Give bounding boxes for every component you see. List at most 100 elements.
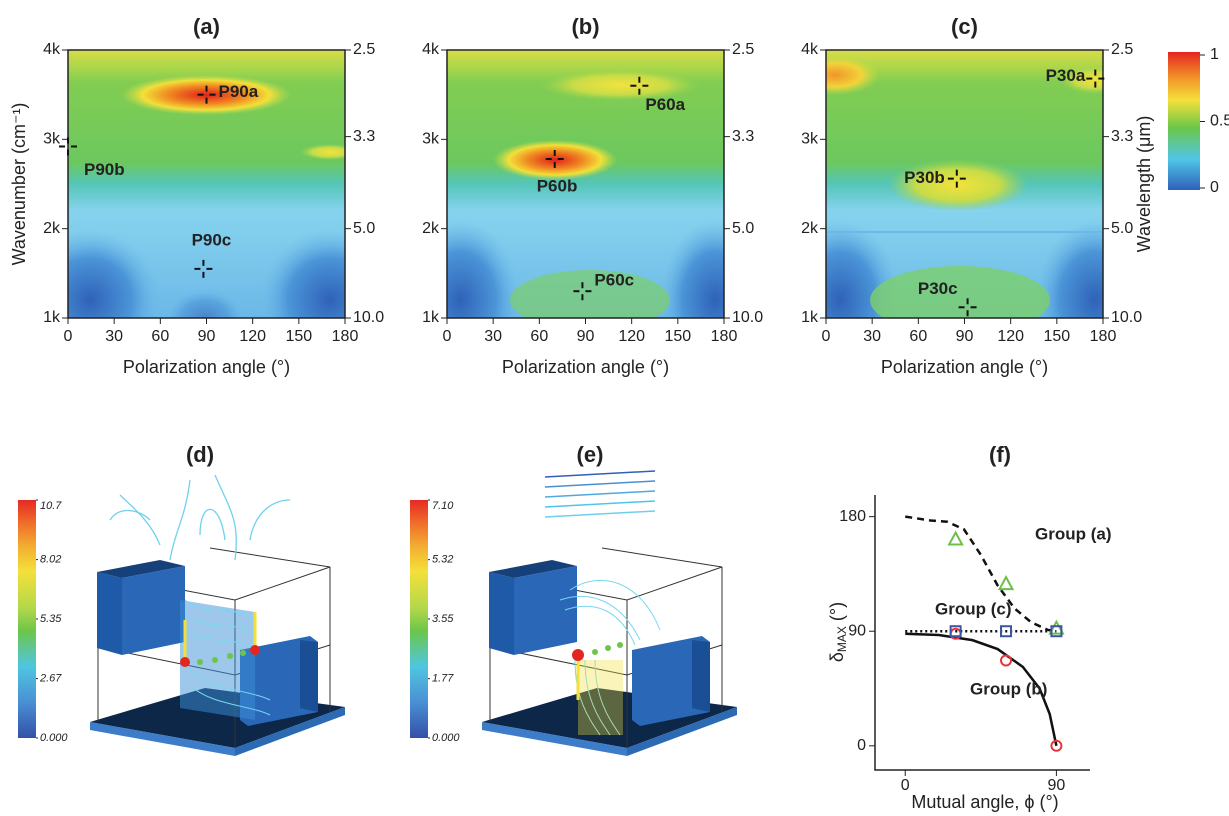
data-point	[1000, 625, 1013, 638]
y-tick-label: 3k	[801, 131, 819, 148]
point-label: P30c	[918, 279, 958, 298]
x-axis-label: Polarization angle (°)	[502, 357, 669, 377]
y2-tick-label: 10.0	[1111, 309, 1142, 326]
y2-tick-label: 3.3	[353, 128, 375, 145]
y2-axis-label: Wavelength (μm)	[1134, 116, 1154, 253]
point-label: P60c	[594, 271, 634, 290]
colorbar-label: 0	[1210, 179, 1219, 196]
marker-point	[59, 137, 77, 156]
y2-tick-label: 2.5	[732, 41, 754, 58]
x-tick-label: 150	[664, 328, 691, 345]
colorbar-label: 3.55	[432, 613, 454, 625]
panel-title: (a)	[193, 14, 220, 39]
y-tick-label: 0	[857, 737, 866, 754]
point-label: P60b	[537, 176, 578, 195]
y-label-symbol: δ	[827, 652, 847, 662]
y2-tick-label: 3.3	[1111, 128, 1133, 145]
data-point	[947, 530, 964, 546]
y2-tick-label: 5.0	[732, 220, 754, 237]
y-tick-label: 2k	[422, 220, 440, 237]
x-tick-label: 180	[332, 328, 359, 345]
point-label: P30b	[904, 168, 945, 187]
marker-point	[197, 85, 216, 104]
point-label: P90b	[84, 160, 125, 179]
marker-point	[1086, 69, 1105, 88]
y2-tick-label: 10.0	[732, 309, 763, 326]
x-tick-label: 60	[151, 328, 169, 345]
y2-tick-label: 5.0	[353, 220, 375, 237]
y-tick-label: 4k	[801, 41, 819, 58]
colorbar-label: 2.67	[39, 673, 62, 685]
x-tick-label: 120	[618, 328, 645, 345]
point-label: P30a	[1046, 66, 1086, 85]
y-tick-label: 1k	[43, 309, 61, 326]
field-render-e	[410, 470, 737, 756]
x-axis-label: Polarization angle (°)	[881, 357, 1048, 377]
marker-point	[573, 282, 592, 301]
data-point	[1048, 619, 1065, 635]
x-tick-label: 120	[997, 328, 1024, 345]
panel-title: (f)	[989, 442, 1011, 467]
marker-point	[194, 259, 213, 278]
data-point	[997, 575, 1015, 591]
marker-point	[630, 76, 649, 95]
x-tick-label: 150	[1043, 328, 1070, 345]
point-label: P90a	[219, 82, 259, 101]
x-tick-label: 90	[1048, 777, 1066, 794]
point-label: P60a	[645, 95, 685, 114]
colorbar-label: 0.000	[432, 732, 460, 744]
heatmap-c	[826, 50, 1103, 318]
x-tick-label: 90	[198, 328, 216, 345]
x-tick-label: 180	[1090, 328, 1117, 345]
colorbar-c	[1168, 52, 1200, 190]
y-axis-label: δMAX (°)	[827, 602, 849, 662]
colorbar-label: 0.000	[40, 732, 68, 744]
x-axis-label: Mutual angle, ϕ (°)	[911, 792, 1058, 812]
marker-point	[545, 149, 564, 168]
data-point	[1000, 654, 1013, 667]
x-tick-label: 150	[285, 328, 312, 345]
colorbar-label: 10.7	[40, 500, 62, 512]
colorbar-label: 7.10	[432, 500, 454, 512]
y-tick-label: 2k	[801, 220, 819, 237]
field-render-d	[18, 474, 345, 756]
y-tick-label: 180	[839, 508, 866, 525]
y2-tick-label: 3.3	[732, 128, 754, 145]
y-tick-label: 4k	[422, 41, 440, 58]
colorbar-label: 5.35	[40, 613, 62, 625]
colorbar-label: 1.77	[432, 673, 454, 685]
heatmap-a	[68, 50, 345, 318]
x-tick-label: 0	[64, 328, 73, 345]
colorbar-label: 0.5	[1210, 113, 1229, 130]
y-tick-label: 1k	[422, 309, 440, 326]
y-tick-label: 4k	[43, 41, 61, 58]
y-tick-label: 90	[848, 622, 866, 639]
panel-title: (d)	[186, 442, 214, 467]
series-label: Group (b)	[970, 679, 1047, 698]
x-tick-label: 60	[530, 328, 548, 345]
series-label: Group (a)	[1035, 524, 1112, 543]
colorbar-label: 5.32	[432, 554, 453, 566]
data-point	[1050, 739, 1063, 752]
y-tick-label: 3k	[422, 131, 440, 148]
x-tick-label: 30	[484, 328, 502, 345]
x-tick-label: 0	[822, 328, 831, 345]
y-tick-label: 3k	[43, 131, 61, 148]
y2-tick-label: 10.0	[353, 309, 384, 326]
series-label: Group (c)	[935, 599, 1012, 618]
y-label-subscript: MAX	[835, 626, 849, 652]
y2-tick-label: 2.5	[1111, 41, 1133, 58]
point-label: P90c	[192, 230, 232, 249]
axes	[874, 495, 1090, 771]
heatmap-b	[447, 50, 724, 318]
data-point	[949, 625, 962, 638]
data-point	[1050, 625, 1063, 638]
x-tick-label: 30	[105, 328, 123, 345]
x-tick-label: 60	[909, 328, 927, 345]
y2-tick-label: 5.0	[1111, 220, 1133, 237]
x-tick-label: 180	[711, 328, 738, 345]
y-label-unit: (°)	[827, 602, 847, 626]
panel-title: (c)	[951, 14, 978, 39]
x-tick-label: 90	[956, 328, 974, 345]
